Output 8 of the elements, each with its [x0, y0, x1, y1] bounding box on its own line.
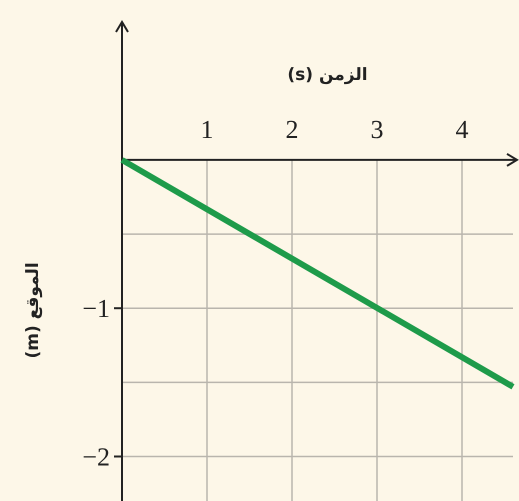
- y-tick-label: −1: [82, 294, 110, 324]
- x-tick-label: 2: [286, 114, 298, 144]
- x-tick-label: 4: [456, 114, 468, 144]
- y-tick-label: −2: [82, 442, 110, 472]
- y-axis-title: الموقع (m): [23, 262, 43, 359]
- x-axis-title: الزمن (s): [287, 65, 368, 85]
- x-tick-label: 3: [370, 114, 384, 144]
- x-tick-label: 1: [200, 114, 214, 144]
